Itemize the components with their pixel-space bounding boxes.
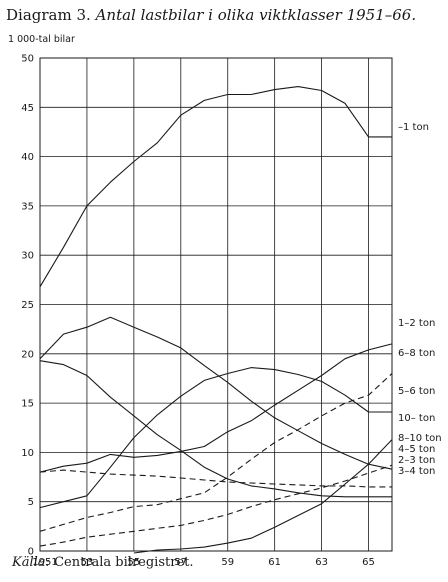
y-tick-label: 10 — [21, 448, 34, 459]
chart-title-main: Antal lastbilar i olika viktklasser 1951… — [95, 6, 417, 24]
source-note: Källa: Centrala bilregistret. — [12, 555, 194, 570]
grid-layer — [40, 58, 392, 551]
series-line — [39, 367, 392, 509]
series-line — [39, 464, 393, 547]
series-line — [39, 316, 393, 470]
y-tick-label: 15 — [21, 399, 34, 410]
series-label: 1–2 ton — [398, 318, 435, 329]
series-label: 8–10 ton — [398, 433, 442, 444]
series-label: 3–4 ton — [398, 466, 435, 477]
x-tick-label: 63 — [315, 557, 328, 568]
series-line — [39, 360, 392, 498]
plot-frame — [39, 57, 393, 552]
y-axis-label: 1 000-tal bilar — [8, 34, 75, 45]
series-label: 4–5 ton — [398, 444, 435, 455]
x-tick-label: 59 — [221, 557, 234, 568]
chart-title: Diagram 3. Antal lastbilar i olika viktk… — [6, 6, 416, 24]
x-tick-label: 55 — [127, 557, 140, 568]
series-line — [39, 343, 393, 473]
series-line — [39, 373, 393, 532]
y-tick-label: 30 — [21, 251, 34, 262]
series-label: 10– ton — [398, 413, 435, 424]
series-label: 5–6 ton — [398, 386, 435, 397]
tick-layer: 0 5 10 15 20 25 30 35 40 45 50 1951 53 55 57 59 61 63 65 — [21, 54, 375, 569]
series-label-layer: –1 ton 1–2 ton 6–8 ton 5–6 ton 10– ton 8–10 t… — [398, 122, 442, 477]
y-tick-label: 5 — [28, 497, 34, 508]
x-tick-label: 1951 — [32, 557, 57, 568]
x-tick-label: 65 — [362, 557, 375, 568]
series-line — [39, 469, 392, 488]
series-line — [133, 439, 393, 554]
series-label: –1 ton — [398, 122, 429, 133]
y-tick-label: 20 — [21, 349, 34, 360]
series-layer — [39, 86, 393, 554]
y-tick-label: 50 — [21, 54, 34, 65]
x-tick-label: 57 — [174, 557, 187, 568]
y-tick-label: 40 — [21, 152, 34, 163]
series-label: 2–3 ton — [398, 455, 435, 466]
y-tick-label: 25 — [21, 300, 34, 311]
x-tick-label: 61 — [268, 557, 281, 568]
source-label: Källa: — [12, 555, 50, 570]
y-tick-label: 45 — [21, 103, 34, 114]
series-line — [39, 86, 392, 288]
y-tick-label: 0 — [28, 547, 34, 558]
series-label: 6–8 ton — [398, 348, 435, 359]
y-tick-label: 35 — [21, 201, 34, 212]
x-tick-label: 53 — [81, 557, 94, 568]
source-text: Centrala bilregistret. — [54, 555, 194, 570]
chart-title-prefix: Diagram 3. — [6, 6, 91, 24]
